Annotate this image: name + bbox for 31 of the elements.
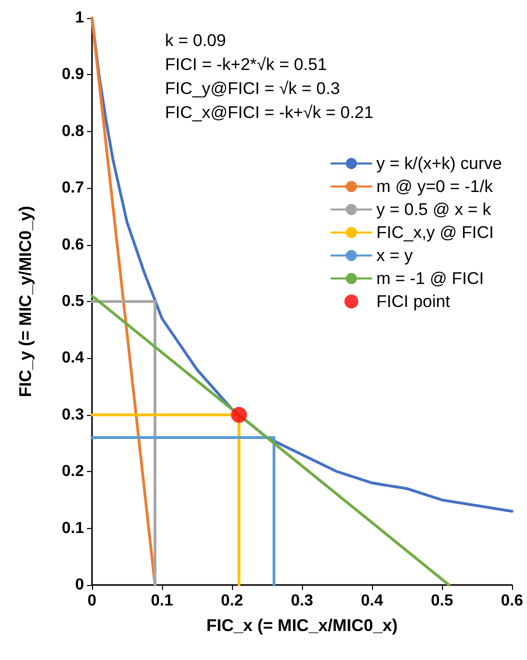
legend-label: y = k/(x+k) curve: [376, 154, 502, 173]
y-tick-label: 0: [75, 576, 84, 594]
x-tick-label: 0.1: [150, 592, 174, 610]
y-tick-label: 0.4: [62, 350, 84, 367]
annotation: FIC_y@FICI = √k = 0.3: [165, 79, 340, 98]
x-tick-label: 0.2: [220, 592, 244, 610]
annotation: FICI = -k+2*√k = 0.51: [165, 55, 327, 74]
y-tick-label: 0.2: [62, 463, 84, 480]
x-axis-title: FIC_x (= MIC_x/MIC0_x): [206, 616, 398, 635]
legend-label: m = -1 @ FICI: [376, 269, 484, 288]
legend-label: x = y: [376, 246, 414, 265]
legend-label: FIC_x,y @ FICI: [376, 223, 494, 242]
y-tick-label: 0.6: [62, 236, 84, 254]
y-tick-label: 0.3: [62, 406, 84, 424]
legend-label: m @ y=0 = -1/k: [376, 177, 494, 196]
x-tick-label: 0.3: [290, 592, 314, 610]
legend-label: y = 0.5 @ x = k: [376, 200, 492, 219]
y-tick-label: 1: [75, 10, 84, 26]
y-tick-label: 0.5: [62, 293, 84, 310]
y-tick-label: 0.1: [62, 520, 84, 537]
x-tick-label: 0.4: [360, 592, 384, 610]
x-tick-label: 0.5: [430, 592, 454, 610]
x-tick-label: 0: [88, 592, 97, 610]
legend-label: FICI point: [376, 292, 450, 311]
annotation: k = 0.09: [165, 31, 226, 50]
annotation: FIC_x@FICI = -k+√k = 0.21: [165, 103, 374, 122]
y-tick-label: 0.9: [62, 66, 84, 84]
y-axis-title: FIC_y (= MIC_y/MIC0_y): [16, 206, 35, 398]
y-tick-label: 0.8: [62, 122, 84, 140]
x-tick-label: 0.6: [500, 592, 524, 610]
y-tick-label: 0.7: [62, 180, 84, 197]
